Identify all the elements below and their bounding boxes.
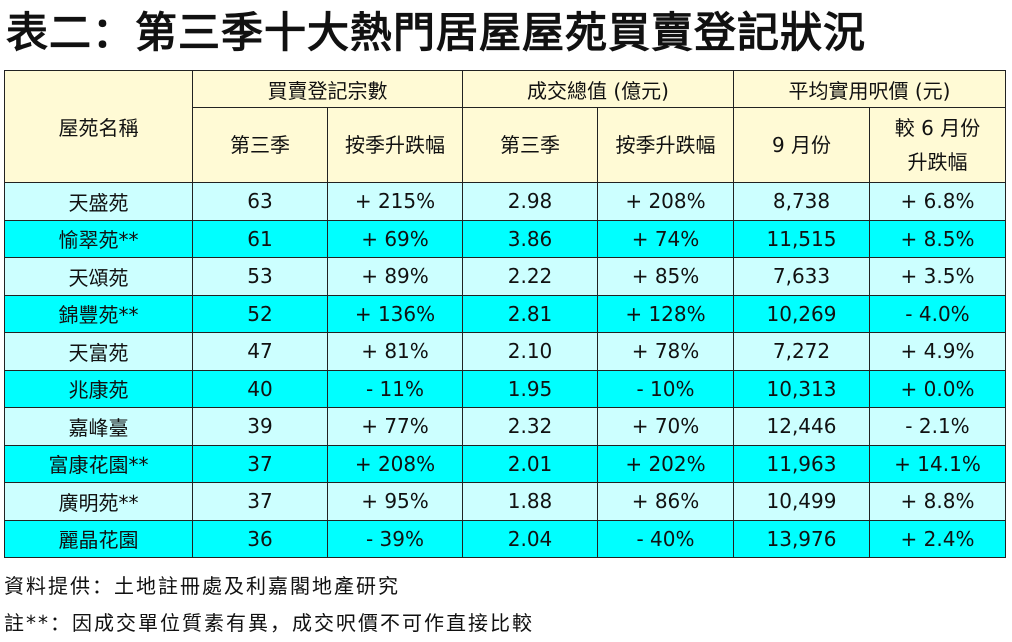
cell-qoq-count: - 39%	[327, 519, 463, 558]
cell-vs-june-change: + 8.8%	[869, 482, 1006, 521]
cell-sept-price: 12,446	[733, 407, 870, 446]
header-q3-value: 第三季	[462, 107, 598, 183]
cell-q3-count: 37	[192, 444, 328, 483]
cell-qoq-count: - 11%	[327, 369, 463, 408]
cell-qoq-value: + 78%	[597, 332, 734, 371]
cell-q3-value: 1.88	[462, 482, 598, 521]
header-estate: 屋苑名稱	[4, 70, 193, 183]
table-row: 麗晶花園 36- 39% 2.04- 40% 13,976 + 2.4%	[4, 519, 1006, 558]
cell-estate-name: 天頌苑	[4, 257, 193, 296]
cell-estate-name: 天盛苑	[4, 182, 193, 221]
cell-qoq-count: + 95%	[327, 482, 463, 521]
header-vs-june-line1: 較 6 月份	[894, 116, 981, 140]
cell-qoq-count: + 136%	[327, 294, 463, 333]
cell-vs-june-change: + 0.0%	[869, 369, 1006, 408]
cell-qoq-count: + 89%	[327, 257, 463, 296]
table-row: 富康花園** 37 + 208% 2.01 + 202% 11,963 + 14.1%	[4, 444, 1006, 483]
transactions-table: 屋苑名稱 買賣登記宗數 成交總值 (億元) 平均實用呎價 (元) 第三季 按季升…	[4, 70, 1006, 558]
cell-qoq-count: + 77%	[327, 407, 463, 446]
cell-q3-count: 47	[192, 332, 328, 371]
header-sept-price: 9 月份	[733, 107, 870, 183]
cell-vs-june-change: + 4.9%	[869, 332, 1006, 371]
cell-sept-price: 10,313	[733, 369, 870, 408]
table-row: 嘉峰臺 39 + 77% 2.32 + 70% 12,446- 2.1%	[4, 407, 1006, 446]
cell-q3-value: 2.22	[462, 257, 598, 296]
cell-qoq-value: + 74%	[597, 219, 734, 258]
cell-qoq-value: + 208%	[597, 182, 734, 221]
cell-sept-price: 8,738	[733, 182, 870, 221]
header-group-registrations: 買賣登記宗數	[192, 70, 463, 108]
cell-qoq-value: + 70%	[597, 407, 734, 446]
cell-estate-name: 錦豐苑**	[4, 294, 193, 333]
cell-qoq-value: + 85%	[597, 257, 734, 296]
cell-q3-count: 40	[192, 369, 328, 408]
table-row: 兆康苑 40- 11% 1.95- 10% 10,313 + 0.0%	[4, 369, 1006, 408]
cell-qoq-value: - 40%	[597, 519, 734, 558]
cell-q3-count: 61	[192, 219, 328, 258]
header-vs-june-line2: 升跌幅	[907, 150, 968, 174]
cell-estate-name: 愉翠苑**	[4, 219, 193, 258]
cell-sept-price: 10,269	[733, 294, 870, 333]
cell-vs-june-change: - 2.1%	[869, 407, 1006, 446]
cell-estate-name: 富康花園**	[4, 444, 193, 483]
cell-vs-june-change: + 6.8%	[869, 182, 1006, 221]
cell-q3-value: 1.95	[462, 369, 598, 408]
source-note: 資料提供：土地註冊處及利嘉閣地產研究	[4, 574, 400, 598]
cell-qoq-value: - 10%	[597, 369, 734, 408]
cell-estate-name: 麗晶花園	[4, 519, 193, 558]
cell-q3-count: 53	[192, 257, 328, 296]
cell-sept-price: 7,272	[733, 332, 870, 371]
table-row: 天頌苑 53 + 89% 2.22 + 85% 7,633 + 3.5%	[4, 257, 1006, 296]
cell-sept-price: 11,515	[733, 219, 870, 258]
table-row: 愉翠苑** 61 + 69% 3.86 + 74% 11,515 + 8.5%	[4, 219, 1006, 258]
cell-qoq-count: + 69%	[327, 219, 463, 258]
cell-estate-name: 廣明苑**	[4, 482, 193, 521]
cell-qoq-count: + 208%	[327, 444, 463, 483]
table-row: 錦豐苑** 52 + 136% 2.81 + 128% 10,269- 4.0%	[4, 294, 1006, 333]
cell-q3-value: 2.10	[462, 332, 598, 371]
cell-q3-value: 2.98	[462, 182, 598, 221]
footnote: 註**：因成交單位質素有異，成交呎價不可作直接比較	[4, 611, 534, 635]
cell-q3-value: 3.86	[462, 219, 598, 258]
cell-sept-price: 13,976	[733, 519, 870, 558]
cell-sept-price: 11,963	[733, 444, 870, 483]
cell-estate-name: 嘉峰臺	[4, 407, 193, 446]
cell-q3-value: 2.32	[462, 407, 598, 446]
cell-sept-price: 10,499	[733, 482, 870, 521]
cell-vs-june-change: - 4.0%	[869, 294, 1006, 333]
table-row: 天富苑 47 + 81% 2.10 + 78% 7,272 + 4.9%	[4, 332, 1006, 371]
cell-q3-value: 2.01	[462, 444, 598, 483]
header-vs-june: 較 6 月份 升跌幅	[869, 107, 1006, 183]
cell-estate-name: 天富苑	[4, 332, 193, 371]
cell-vs-june-change: + 8.5%	[869, 219, 1006, 258]
table-row: 廣明苑** 37 + 95% 1.88 + 86% 10,499 + 8.8%	[4, 482, 1006, 521]
cell-q3-count: 52	[192, 294, 328, 333]
cell-q3-value: 2.81	[462, 294, 598, 333]
cell-vs-june-change: + 14.1%	[869, 444, 1006, 483]
header-q3-count: 第三季	[192, 107, 328, 183]
cell-vs-june-change: + 3.5%	[869, 257, 1006, 296]
cell-estate-name: 兆康苑	[4, 369, 193, 408]
cell-q3-count: 39	[192, 407, 328, 446]
cell-vs-june-change: + 2.4%	[869, 519, 1006, 558]
table-row: 天盛苑 63 + 215% 2.98 + 208% 8,738 + 6.8%	[4, 182, 1006, 221]
cell-q3-count: 36	[192, 519, 328, 558]
cell-qoq-value: + 86%	[597, 482, 734, 521]
header-qoq-value: 按季升跌幅	[597, 107, 734, 183]
cell-q3-count: 63	[192, 182, 328, 221]
cell-q3-value: 2.04	[462, 519, 598, 558]
cell-qoq-count: + 81%	[327, 332, 463, 371]
cell-sept-price: 7,633	[733, 257, 870, 296]
header-group-value: 成交總值 (億元)	[462, 70, 734, 108]
page-title: 表二：第三季十大熱門居屋屋苑買賣登記狀況	[6, 8, 867, 57]
cell-qoq-value: + 128%	[597, 294, 734, 333]
cell-qoq-value: + 202%	[597, 444, 734, 483]
header-qoq-count: 按季升跌幅	[327, 107, 463, 183]
header-group-price: 平均實用呎價 (元)	[733, 70, 1006, 108]
cell-q3-count: 37	[192, 482, 328, 521]
cell-qoq-count: + 215%	[327, 182, 463, 221]
